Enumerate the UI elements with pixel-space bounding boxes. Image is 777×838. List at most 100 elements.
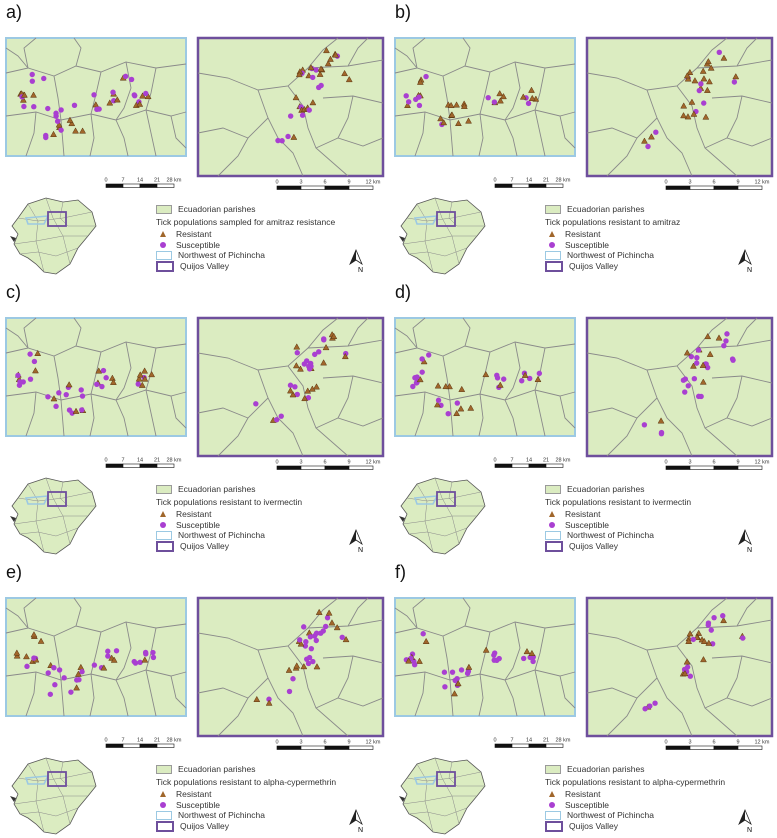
susceptible-marker xyxy=(47,691,54,697)
quijos-valley-map-frame xyxy=(196,596,385,738)
scale-tick-label: 21 xyxy=(543,738,549,744)
resistant-marker xyxy=(691,77,699,84)
scale-segment xyxy=(156,463,175,468)
quijos-swatch xyxy=(545,820,563,832)
legend-title: Tick populations resistant to ivermectin xyxy=(545,496,692,507)
resistant-marker xyxy=(720,616,728,624)
parish-boundary xyxy=(23,317,37,349)
susceptible-marker xyxy=(275,137,281,144)
parish-boundary xyxy=(394,607,418,629)
susceptible-marker xyxy=(405,99,412,105)
susceptible-marker xyxy=(61,675,67,681)
scale-tick-label: 3 xyxy=(688,740,691,746)
resistant-marker xyxy=(707,64,715,71)
legend-susceptible: Susceptible xyxy=(156,520,302,531)
parish-boundary xyxy=(534,627,546,717)
circle-icon xyxy=(160,801,166,808)
scale-tick-label: 3 xyxy=(299,740,302,746)
scale-tick-label: 14 xyxy=(137,738,143,744)
legend-title: Tick populations resistant to amitraz xyxy=(545,216,681,227)
resistant-marker xyxy=(500,92,507,100)
triangle-icon xyxy=(160,231,166,237)
susceptible-marker xyxy=(701,100,707,106)
susceptible-marker xyxy=(413,96,419,103)
susceptible-marker xyxy=(322,623,329,630)
resistant-marker xyxy=(13,652,21,659)
susceptible-marker xyxy=(278,413,284,419)
resistant-marker xyxy=(433,401,441,408)
susceptible-marker xyxy=(426,352,432,358)
resistant-marker xyxy=(534,375,542,383)
northwest-swatch xyxy=(545,810,561,820)
parish-boundary xyxy=(5,621,187,637)
susceptible-marker xyxy=(91,662,98,668)
legend-quijos: Quijos Valley xyxy=(156,540,302,552)
legend-quijos: Quijos Valley xyxy=(545,260,680,272)
scale-segment xyxy=(511,743,530,748)
legend-parishes: Ecuadorian parishes xyxy=(545,204,680,215)
susceptible-marker xyxy=(143,651,149,657)
scale-tick-label: 9 xyxy=(347,740,350,746)
ecuador-inset-map xyxy=(10,757,97,835)
resistant-marker xyxy=(641,137,648,144)
legend-susceptible-label: Susceptible xyxy=(565,799,609,810)
scale-segment xyxy=(348,745,374,750)
scale-segment xyxy=(348,465,374,470)
scale-bar-quijos: 0 3 6 9 12 km xyxy=(664,460,770,470)
parish-boundary xyxy=(606,697,638,737)
resistant-marker xyxy=(458,385,466,392)
susceptible-marker xyxy=(645,143,651,150)
legend-quijos-label: Quijos Valley xyxy=(569,260,618,271)
parish-boundary xyxy=(115,621,132,681)
resistant-marker xyxy=(37,637,45,644)
scale-tick-label: 21 xyxy=(154,458,160,464)
susceptible-marker xyxy=(339,634,345,640)
resistant-marker xyxy=(447,101,455,109)
resistant-marker xyxy=(457,405,465,412)
parish-boundary xyxy=(287,365,349,457)
resistant-marker xyxy=(404,101,411,108)
susceptible-marker xyxy=(76,677,82,683)
parish-boundary xyxy=(89,351,102,437)
north-label: N xyxy=(358,827,363,834)
resistant-marker xyxy=(690,110,698,117)
susceptible-marker xyxy=(716,49,722,56)
scale-tick-label: 14 xyxy=(526,458,532,464)
resistant-marker xyxy=(699,67,707,74)
resistant-marker xyxy=(74,670,82,677)
susceptible-marker xyxy=(54,118,61,124)
triangle-icon xyxy=(549,231,555,237)
resistant-marker xyxy=(683,349,691,356)
susceptible-marker xyxy=(53,110,59,116)
parish-boundary xyxy=(53,355,65,437)
legend-quijos: Quijos Valley xyxy=(156,260,335,272)
susceptible-marker xyxy=(53,403,59,410)
susceptible-marker xyxy=(420,631,426,637)
resistant-marker xyxy=(300,662,308,670)
panel-label: f) xyxy=(395,562,406,582)
parish-boundary xyxy=(337,655,354,699)
north-label: N xyxy=(358,267,363,274)
scale-segment xyxy=(665,185,691,190)
susceptible-marker xyxy=(691,375,698,382)
scale-tick-label: 12 km xyxy=(755,180,770,186)
scale-tick-label: 9 xyxy=(736,180,739,186)
scale-tick-label: 7 xyxy=(121,458,124,464)
scale-tick-label: 7 xyxy=(121,738,124,744)
susceptible-marker xyxy=(410,383,416,390)
scale-tick-label: 12 km xyxy=(755,460,770,466)
susceptible-marker xyxy=(99,383,105,390)
susceptible-marker xyxy=(274,416,280,423)
resistant-marker xyxy=(528,86,535,93)
susceptible-marker xyxy=(286,688,293,695)
scale-tick-label: 0 xyxy=(493,178,496,184)
parish-boundary xyxy=(412,37,426,69)
scale-tick-label: 28 km xyxy=(556,458,571,464)
northwest-swatch xyxy=(545,250,561,260)
northwest-highlight xyxy=(413,775,439,785)
resistant-marker xyxy=(72,127,79,134)
susceptible-marker xyxy=(520,655,527,662)
parish-boundary xyxy=(347,317,369,347)
scale-bar-quijos: 0 3 6 9 12 km xyxy=(664,740,770,750)
parish-boundary xyxy=(5,669,187,681)
